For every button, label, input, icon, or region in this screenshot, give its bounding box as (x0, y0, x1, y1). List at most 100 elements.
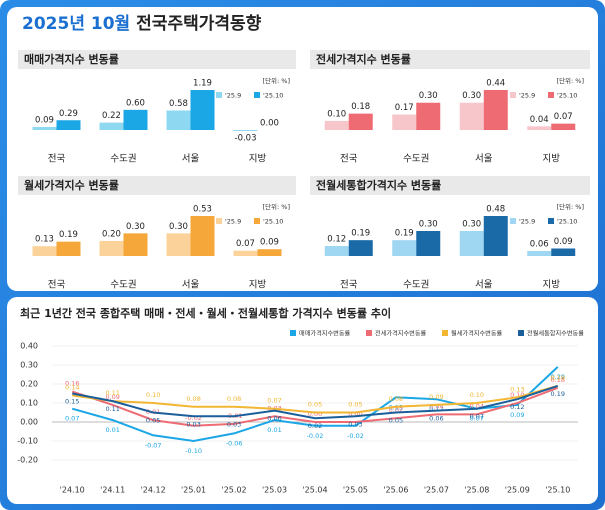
title-text: 전국주택가격동향 (136, 13, 261, 34)
legend-label: 전월세통합지수변동률 (527, 330, 584, 338)
chart-header (18, 176, 296, 195)
value-label: 0.03 (186, 420, 200, 428)
x-tick-label: '25.04 (302, 486, 327, 495)
value-label: 0.12 (429, 405, 443, 413)
value-label: 0.58 (169, 99, 188, 109)
chart-header (310, 176, 590, 195)
value-label: 0.30 (462, 91, 481, 101)
value-label: 0.10 (470, 391, 484, 399)
chart-title: 매매가격지수 변동률 (24, 52, 119, 66)
category-label: 지방 (249, 154, 267, 165)
chart-title: 월세가격지수 변동률 (24, 178, 119, 192)
x-tick-label: '24.12 (141, 486, 166, 495)
y-tick-label: -0.20 (17, 456, 38, 465)
value-label: 0.07 (554, 112, 573, 122)
bar (551, 248, 576, 256)
value-label: 0.30 (419, 91, 438, 101)
value-label: 0.11 (105, 405, 119, 413)
value-label: 0.04 (429, 402, 443, 410)
category-label: 지방 (249, 280, 267, 291)
value-label: 0.09 (554, 237, 573, 247)
value-label: 0.02 (308, 422, 322, 430)
bar (324, 120, 349, 130)
value-label: 0.60 (126, 98, 145, 108)
bar (56, 241, 81, 256)
x-tick-label: '25.06 (383, 486, 408, 495)
value-label: 0.16 (65, 380, 79, 388)
value-label: -0.02 (185, 414, 202, 422)
bar (392, 240, 417, 256)
category-label: 지방 (543, 280, 561, 291)
bar (166, 233, 191, 256)
chart-title: 전월세통합가격지수 변동률 (316, 178, 441, 192)
value-label: 0.13 (35, 235, 54, 245)
bar (459, 231, 484, 256)
bar (348, 113, 373, 130)
chart-header (18, 50, 296, 69)
value-label: 0.08 (186, 395, 200, 403)
bar (459, 102, 484, 130)
legend-label: '25.10 (557, 92, 577, 100)
chart-title: 최근 1년간 전국 종합주택 매매・전세・월세・전월세통합 가격지수 변동률 추… (20, 306, 391, 320)
bar (99, 122, 124, 130)
value-label: 0.03 (227, 420, 241, 428)
value-label: 0.09 (260, 238, 279, 248)
bar (166, 110, 191, 130)
value-label: 0.09 (510, 411, 524, 419)
category-label: 전국 (48, 154, 66, 165)
value-label: 0.29 (59, 109, 78, 119)
legend-swatch (366, 330, 372, 336)
value-label: 0.06 (429, 415, 443, 423)
value-label: 0.04 (530, 115, 549, 125)
value-label: -0.02 (307, 432, 324, 440)
value-label: 0.10 (510, 391, 524, 399)
value-label: 0.30 (126, 222, 145, 232)
unit-label: [단위: %] (557, 202, 584, 211)
value-label: 0.19 (59, 230, 78, 240)
bar (392, 114, 417, 130)
value-label: 0.01 (267, 426, 281, 434)
x-tick-label: '25.07 (424, 486, 449, 495)
value-label: 0.05 (348, 401, 362, 409)
bar (233, 130, 258, 132)
value-label: 0.01 (105, 426, 119, 434)
legend-swatch (254, 218, 260, 224)
x-tick-label: '24.10 (60, 486, 85, 495)
legend-label: '25.9 (519, 218, 535, 226)
category-label: 수도권 (403, 279, 429, 291)
bar (32, 246, 57, 256)
value-label: -0.03 (235, 134, 257, 144)
bottom-panel (7, 297, 598, 504)
value-label: 0.08 (389, 395, 403, 403)
bar (233, 250, 258, 256)
y-tick-label: 0.10 (20, 399, 38, 408)
page-title: 2025년 10월 전국주택가격동향 (22, 13, 262, 34)
value-label: 0.07 (236, 239, 255, 249)
value-label: 0.30 (462, 220, 481, 230)
bar (99, 240, 124, 256)
unit-label: [단위: %] (557, 76, 584, 85)
value-label: 0.19 (551, 374, 565, 382)
series-line (72, 384, 559, 414)
x-tick-label: '24.11 (100, 486, 125, 495)
bar (527, 126, 552, 130)
value-label: 0.07 (267, 397, 281, 405)
legend-swatch (518, 330, 524, 336)
category-label: 수도권 (110, 153, 136, 165)
chart-title: 전세가격지수 변동률 (316, 52, 411, 66)
legend-swatch (548, 92, 554, 98)
legend-swatch (290, 330, 296, 336)
legend-label: '25.9 (225, 92, 241, 100)
value-label: 0.02 (389, 406, 403, 414)
value-label: 0.17 (395, 103, 414, 113)
value-label: -0.10 (185, 447, 202, 455)
bar (483, 216, 508, 256)
bar (416, 231, 441, 256)
category-label: 전국 (340, 280, 358, 291)
category-label: 서울 (475, 280, 493, 291)
legend-label: '25.9 (519, 92, 535, 100)
legend-label: '25.10 (263, 218, 283, 226)
bar (483, 90, 508, 130)
title-date: 2025년 10월 (22, 14, 130, 34)
category-label: 전국 (48, 280, 66, 291)
